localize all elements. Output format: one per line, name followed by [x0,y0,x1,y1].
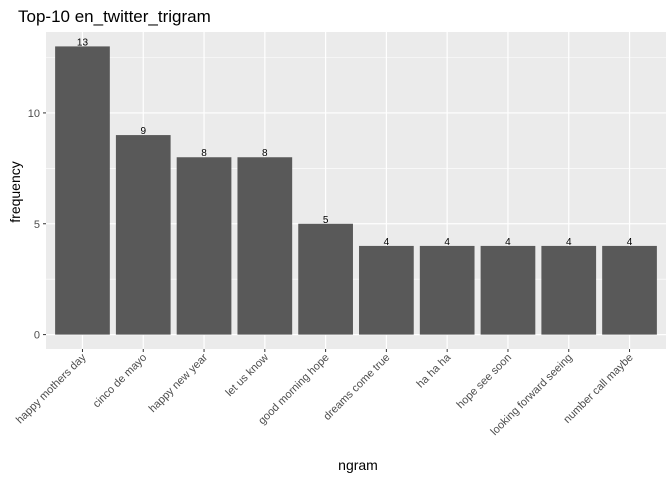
data-label: 5 [323,215,329,226]
data-label: 4 [444,237,450,248]
x-tick-label: number call maybe [561,352,635,426]
data-label: 9 [140,126,146,137]
y-tick-label: 10 [28,108,40,120]
x-tick-label: cinco de mayo [91,352,150,411]
bar [359,245,414,335]
data-label: 4 [505,237,511,248]
bar [55,46,110,335]
data-label: 8 [262,148,268,159]
x-tick-label: let us know [224,352,271,399]
bars [55,46,657,335]
x-axis-title: ngram [338,457,378,473]
bar [176,157,232,335]
bar [237,157,293,335]
y-tick-label: 0 [34,330,40,342]
x-tick-label: hope see soon [455,352,515,412]
y-axis: 0 5 10 [28,108,46,342]
data-label: 4 [384,237,390,248]
bar [419,245,475,335]
data-label: 4 [566,237,572,248]
data-label: 13 [77,37,89,48]
data-label: 4 [627,237,633,248]
bar [480,245,536,335]
bar [602,245,657,335]
bar [115,135,171,335]
data-labels: 13 9 8 8 5 4 4 4 4 4 [77,37,633,248]
x-tick-label: happy new year [147,351,211,415]
x-tick-label: happy mothers day [14,351,89,426]
y-tick-label: 5 [34,219,40,231]
chart-title: Top-10 en_twitter_trigram [18,7,211,26]
x-tick-label: ha ha ha [415,351,454,390]
y-axis-title: frequency [7,161,23,222]
x-tick-label: dreams come true [321,352,392,423]
bar [298,223,353,335]
data-label: 8 [201,148,207,159]
bar [541,245,597,335]
